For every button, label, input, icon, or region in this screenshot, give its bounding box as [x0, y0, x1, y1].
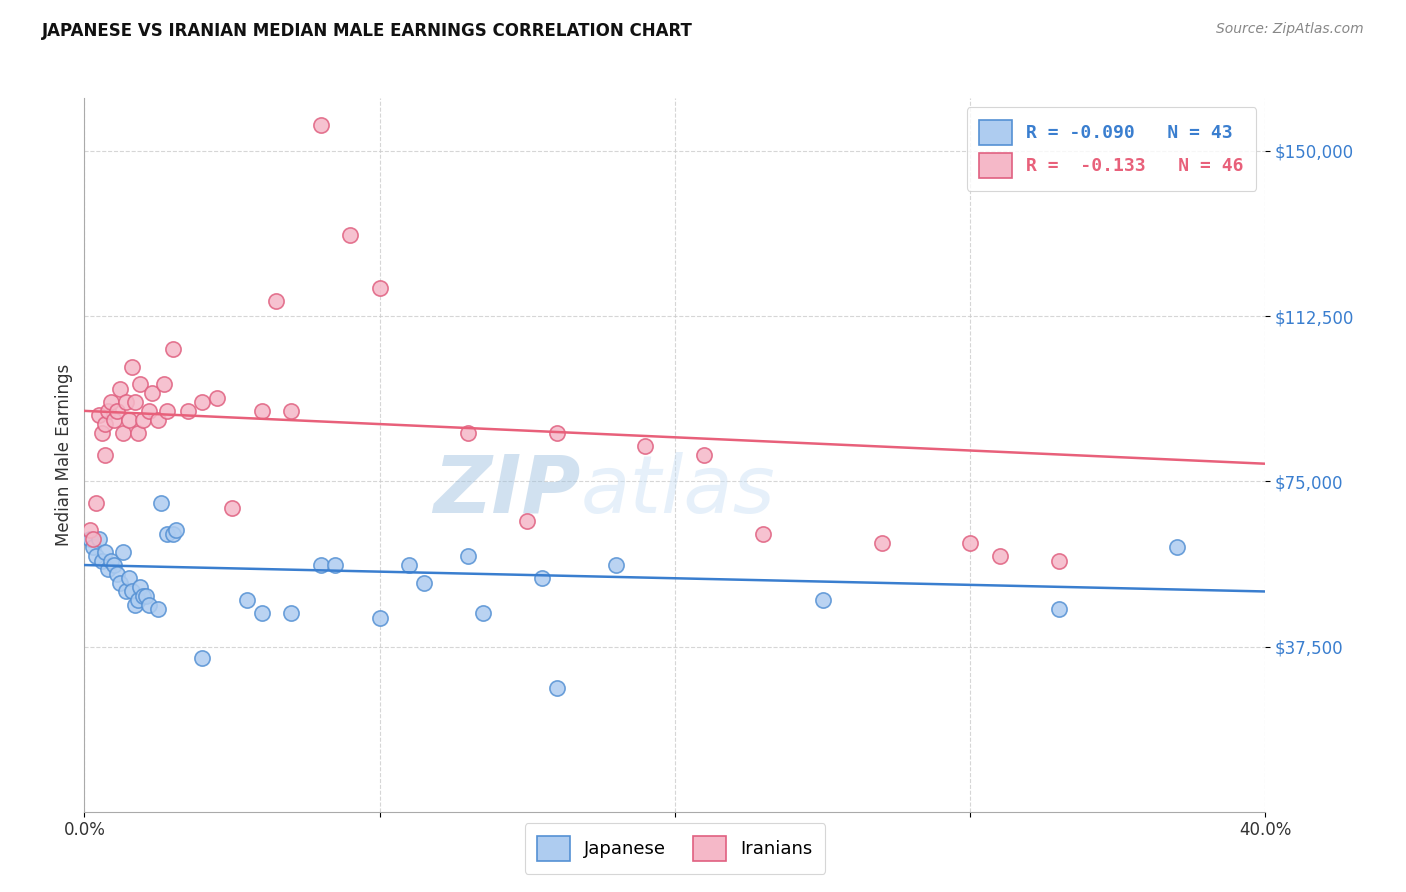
Point	[1047, 554, 1070, 568]
Point	[114, 584, 136, 599]
Point	[634, 439, 657, 453]
Point	[546, 681, 568, 696]
Point	[91, 554, 114, 568]
Point	[280, 404, 302, 418]
Point	[191, 650, 214, 665]
Point	[472, 607, 495, 621]
Point	[205, 391, 228, 405]
Point	[103, 412, 125, 426]
Point	[323, 558, 347, 572]
Point	[413, 575, 436, 590]
Point	[264, 293, 288, 308]
Point	[105, 566, 128, 581]
Point	[250, 607, 273, 621]
Point	[162, 527, 184, 541]
Point	[309, 558, 332, 572]
Point	[111, 545, 134, 559]
Point	[127, 593, 149, 607]
Point	[97, 404, 120, 418]
Point	[811, 593, 834, 607]
Point	[94, 417, 117, 431]
Point	[129, 377, 152, 392]
Point	[84, 496, 107, 510]
Point	[79, 532, 101, 546]
Point	[87, 532, 111, 546]
Point	[82, 532, 104, 546]
Point	[309, 118, 332, 132]
Point	[693, 448, 716, 462]
Point	[959, 536, 981, 550]
Point	[141, 386, 163, 401]
Point	[132, 412, 155, 426]
Point	[457, 549, 479, 564]
Point	[235, 593, 259, 607]
Point	[280, 607, 302, 621]
Point	[1166, 541, 1188, 555]
Point	[100, 554, 122, 568]
Point	[752, 527, 775, 541]
Point	[103, 558, 125, 572]
Point	[250, 404, 273, 418]
Point	[87, 409, 111, 423]
Point	[1047, 602, 1070, 616]
Point	[516, 514, 538, 528]
Text: JAPANESE VS IRANIAN MEDIAN MALE EARNINGS CORRELATION CHART: JAPANESE VS IRANIAN MEDIAN MALE EARNINGS…	[42, 22, 693, 40]
Point	[605, 558, 627, 572]
Point	[368, 611, 391, 625]
Point	[546, 425, 568, 440]
Point	[398, 558, 420, 572]
Point	[118, 571, 141, 585]
Point	[94, 545, 117, 559]
Point	[138, 404, 160, 418]
Point	[118, 412, 141, 426]
Point	[457, 425, 479, 440]
Text: atlas: atlas	[581, 451, 775, 530]
Y-axis label: Median Male Earnings: Median Male Earnings	[55, 364, 73, 546]
Point	[191, 395, 214, 409]
Point	[156, 527, 179, 541]
Point	[135, 589, 157, 603]
Point	[82, 541, 104, 555]
Point	[153, 377, 176, 392]
Point	[105, 404, 128, 418]
Point	[148, 412, 170, 426]
Text: Source: ZipAtlas.com: Source: ZipAtlas.com	[1216, 22, 1364, 37]
Point	[84, 549, 107, 564]
Point	[156, 404, 179, 418]
Point	[129, 580, 152, 594]
Point	[111, 425, 134, 440]
Point	[177, 404, 200, 418]
Point	[100, 395, 122, 409]
Point	[148, 602, 170, 616]
Text: ZIP: ZIP	[433, 451, 581, 530]
Point	[870, 536, 893, 550]
Point	[97, 562, 120, 576]
Point	[150, 496, 173, 510]
Point	[121, 359, 143, 374]
Point	[91, 425, 114, 440]
Point	[124, 598, 146, 612]
Point	[79, 523, 101, 537]
Point	[127, 425, 149, 440]
Point	[121, 584, 143, 599]
Legend: Japanese, Iranians: Japanese, Iranians	[524, 823, 825, 874]
Point	[94, 448, 117, 462]
Legend: R = -0.090   N = 43, R =  -0.133   N = 46: R = -0.090 N = 43, R = -0.133 N = 46	[967, 107, 1257, 191]
Point	[114, 395, 136, 409]
Point	[221, 500, 243, 515]
Point	[988, 549, 1011, 564]
Point	[162, 342, 184, 356]
Point	[138, 598, 160, 612]
Point	[124, 395, 146, 409]
Point	[368, 280, 391, 294]
Point	[108, 575, 131, 590]
Point	[132, 589, 155, 603]
Point	[339, 227, 361, 242]
Point	[165, 523, 187, 537]
Point	[530, 571, 553, 585]
Point	[108, 382, 131, 396]
